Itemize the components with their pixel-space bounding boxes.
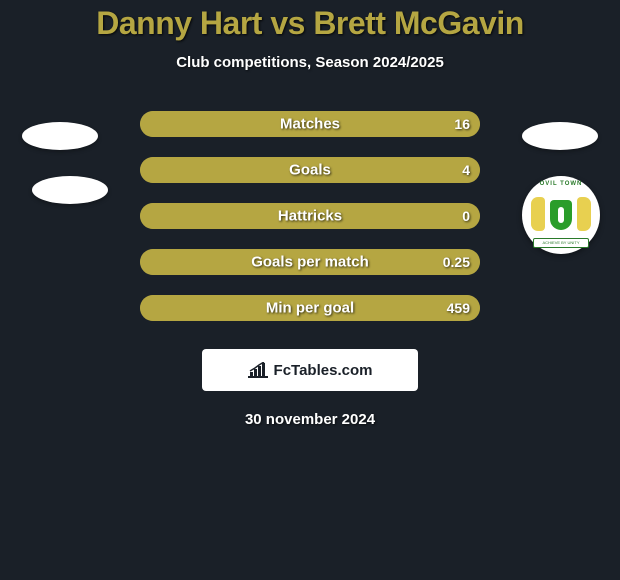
crest-top-text: OVIL TOWN bbox=[540, 181, 583, 187]
chart-icon bbox=[248, 362, 268, 378]
player1-club-badge-1 bbox=[22, 122, 98, 150]
stat-value-right: 4 bbox=[462, 162, 470, 178]
date-text: 30 november 2024 bbox=[0, 411, 620, 428]
vs-separator: vs bbox=[262, 5, 313, 41]
crest-lion-left bbox=[531, 197, 545, 231]
player2-club-crest: OVIL TOWN ACHIEVE BY UNITY bbox=[522, 176, 600, 254]
stat-bar: Goals 4 bbox=[140, 157, 480, 183]
player2-club-badge-1 bbox=[522, 122, 598, 150]
stat-bar: Hattricks 0 bbox=[140, 203, 480, 229]
stat-label: Min per goal bbox=[266, 300, 354, 317]
stat-value-right: 459 bbox=[447, 300, 470, 316]
stat-label: Goals bbox=[289, 162, 331, 179]
crest-banner: ACHIEVE BY UNITY bbox=[533, 238, 589, 248]
player1-club-badge-2 bbox=[32, 176, 108, 204]
stat-label: Hattricks bbox=[278, 208, 342, 225]
stat-bar: Matches 16 bbox=[140, 111, 480, 137]
crest-figure bbox=[558, 207, 564, 223]
stat-row: Min per goal 459 bbox=[0, 285, 620, 331]
brand-text: FcTables.com bbox=[274, 362, 373, 379]
crest-shield bbox=[550, 200, 572, 230]
stat-bar: Goals per match 0.25 bbox=[140, 249, 480, 275]
brand-box[interactable]: FcTables.com bbox=[202, 349, 418, 391]
stat-value-right: 0 bbox=[462, 208, 470, 224]
stat-value-right: 0.25 bbox=[443, 254, 470, 270]
stat-row: Goals per match 0.25 bbox=[0, 239, 620, 285]
player2-name: Brett McGavin bbox=[313, 5, 523, 41]
stat-value-right: 16 bbox=[454, 116, 470, 132]
page-title: Danny Hart vs Brett McGavin bbox=[0, 5, 620, 42]
crest-lion-right bbox=[577, 197, 591, 231]
stat-label: Goals per match bbox=[251, 254, 369, 271]
crest-graphic: OVIL TOWN ACHIEVE BY UNITY bbox=[529, 183, 593, 247]
player1-name: Danny Hart bbox=[96, 5, 262, 41]
subtitle: Club competitions, Season 2024/2025 bbox=[0, 54, 620, 71]
stat-bar: Min per goal 459 bbox=[140, 295, 480, 321]
stat-label: Matches bbox=[280, 116, 340, 133]
